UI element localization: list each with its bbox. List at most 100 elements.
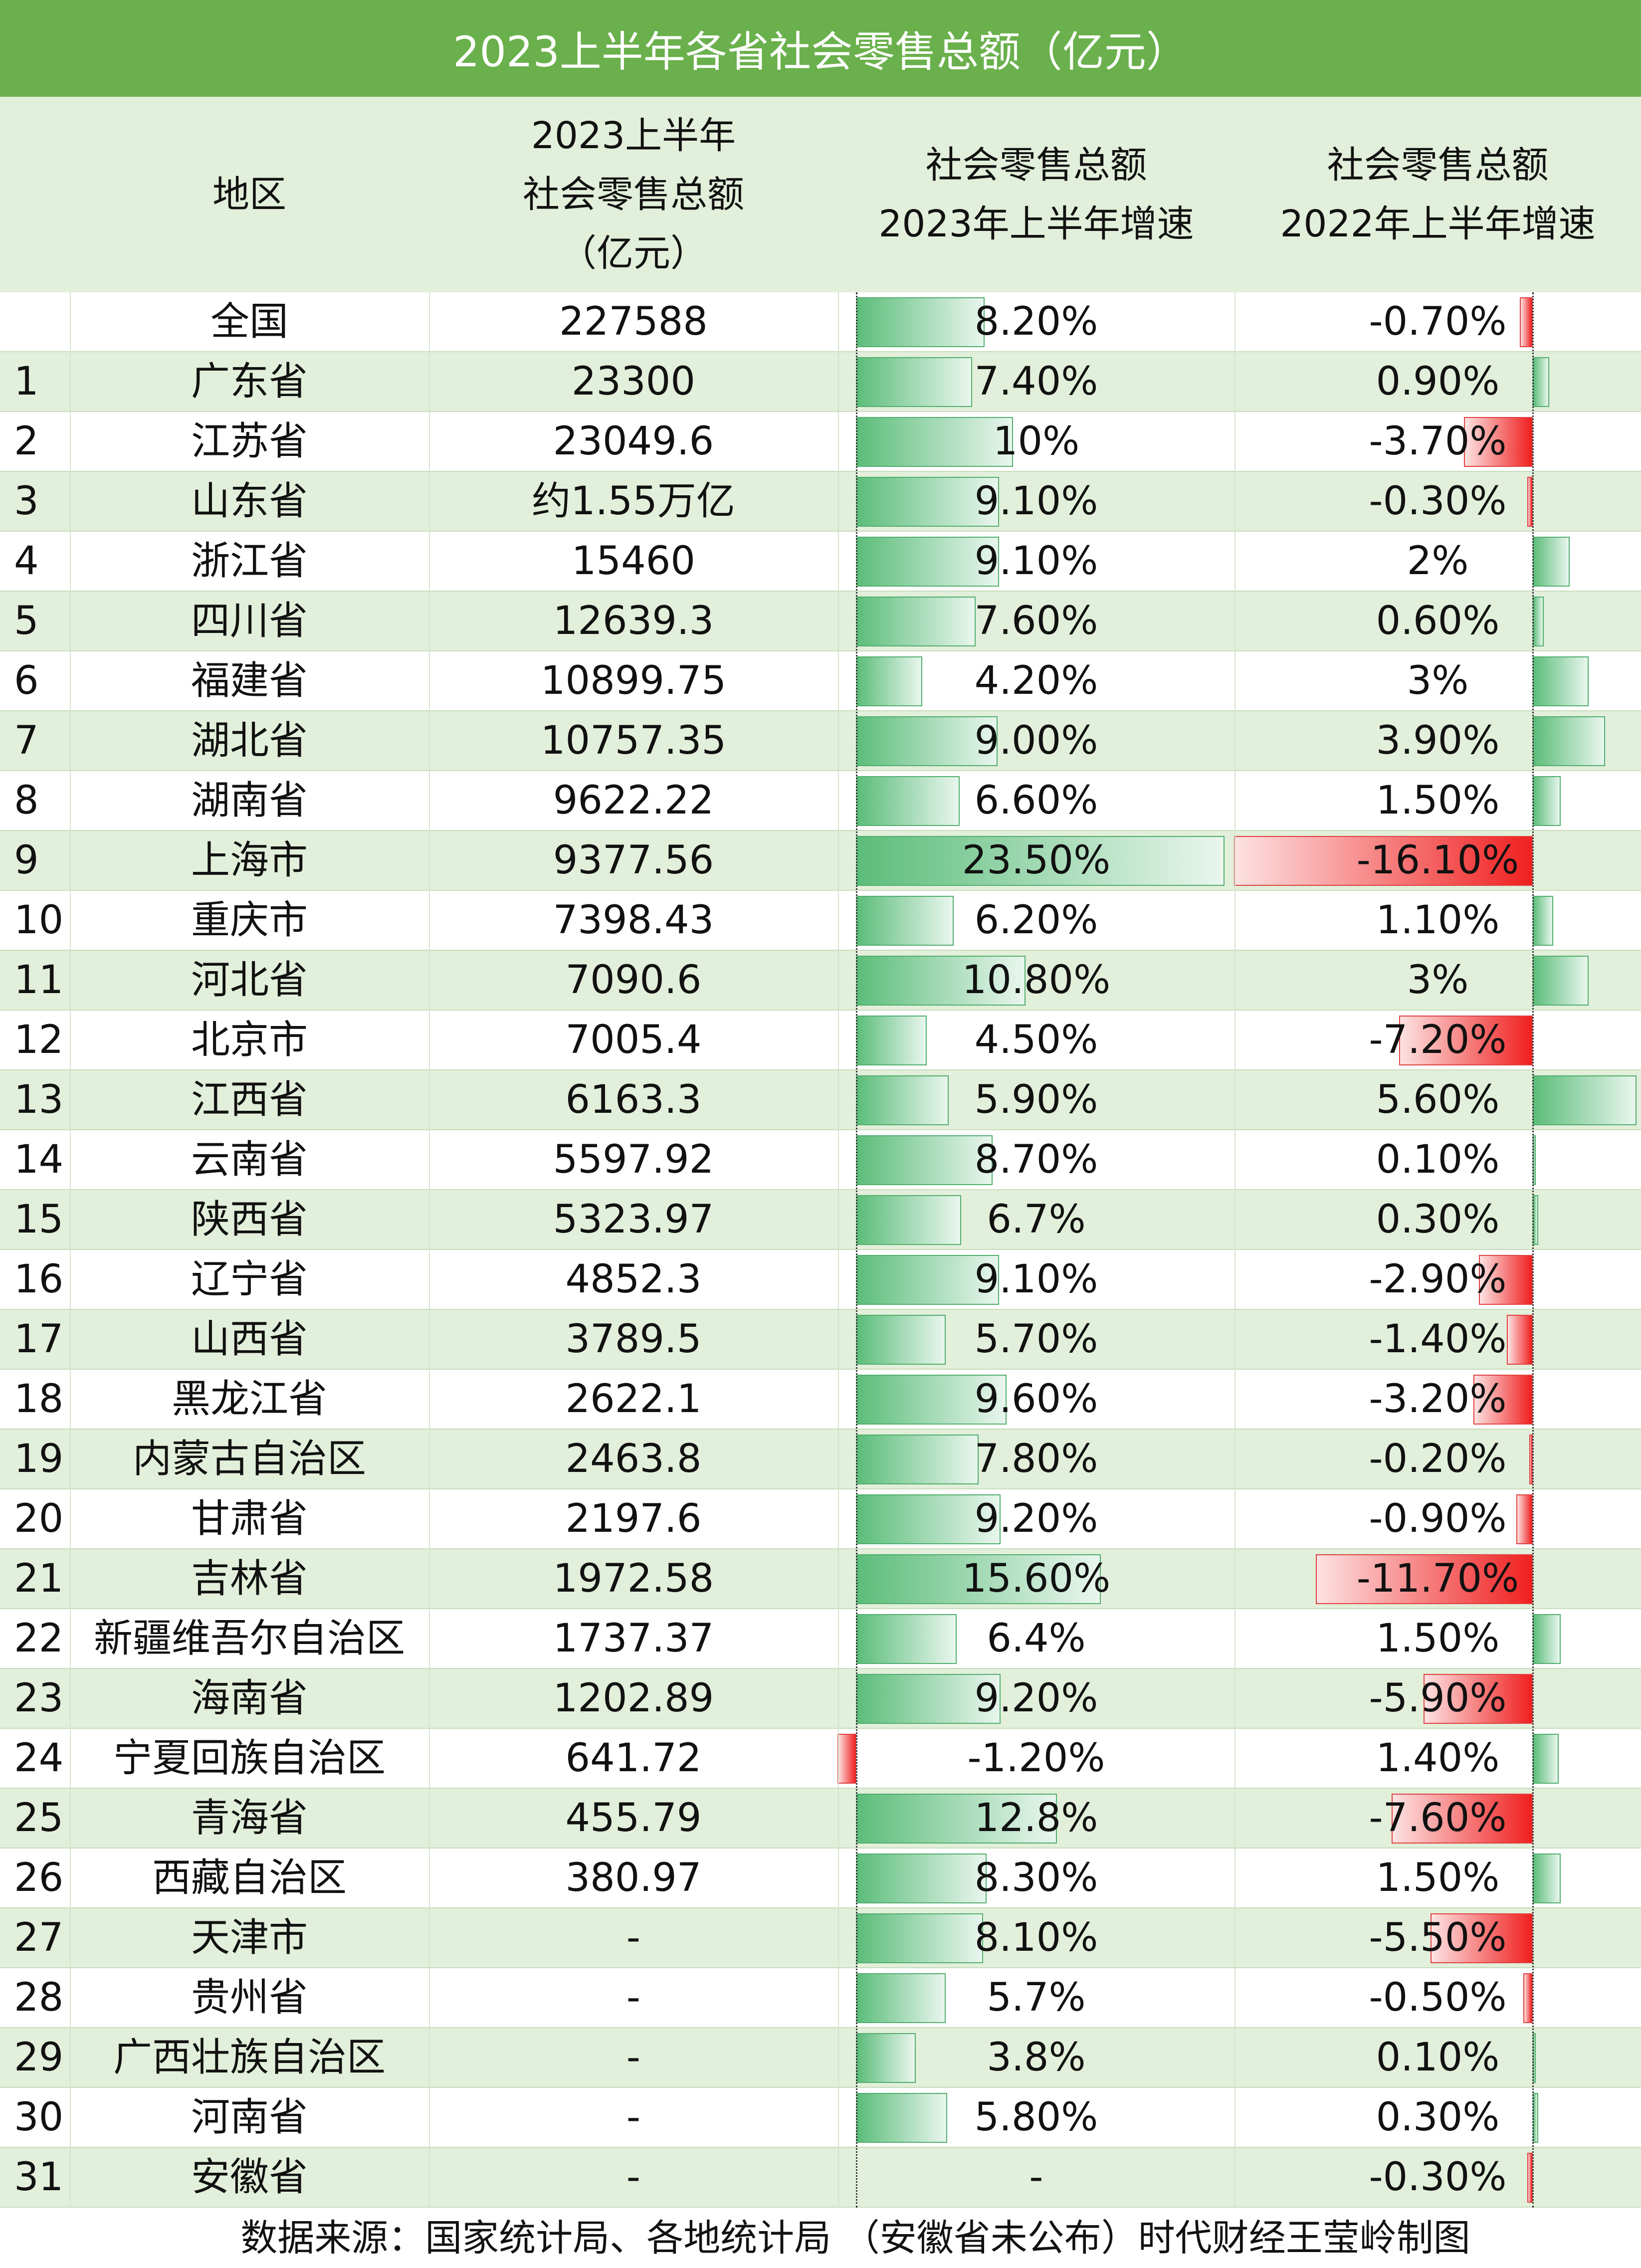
growth-2023-cell: 7.40% bbox=[974, 359, 1098, 404]
rank-cell: 20 bbox=[14, 1496, 64, 1541]
row-divider bbox=[0, 2147, 1641, 2148]
growth-2022-cell: -5.50% bbox=[1369, 1915, 1507, 1960]
growth-2022-cell: -0.70% bbox=[1369, 299, 1507, 344]
growth-2023-cell: 6.20% bbox=[974, 898, 1098, 943]
region-cell: 天津市 bbox=[191, 1915, 308, 1960]
sales-cell: 380.97 bbox=[565, 1856, 702, 1900]
growth-2023-bar bbox=[856, 1854, 987, 1903]
rank-cell: 17 bbox=[14, 1317, 64, 1362]
table-row: 5 四川省 12639.3 7.60% 0.60% bbox=[0, 592, 1641, 651]
row-divider bbox=[0, 1129, 1641, 1130]
rank-cell: 13 bbox=[14, 1077, 64, 1122]
table-row: 2 江苏省 23049.6 10% -3.70% bbox=[0, 412, 1641, 472]
table-row: 18 黑龙江省 2622.1 9.60% -3.20% bbox=[0, 1370, 1641, 1430]
table-row: 30 河南省 - 5.80% 0.30% bbox=[0, 2088, 1641, 2148]
growth-2023-cell: 9.20% bbox=[974, 1496, 1098, 1541]
sales-cell: 455.79 bbox=[565, 1796, 702, 1841]
region-cell: 四川省 bbox=[191, 599, 308, 643]
growth-2022-bar bbox=[1533, 716, 1606, 766]
rank-cell: 9 bbox=[14, 838, 39, 883]
growth-2023-cell: 4.20% bbox=[974, 658, 1098, 703]
rank-cell: 16 bbox=[14, 1257, 64, 1302]
row-divider bbox=[0, 2087, 1641, 2088]
table-row: 10 重庆市 7398.43 6.20% 1.10% bbox=[0, 891, 1641, 951]
row-divider bbox=[0, 890, 1641, 891]
row-divider bbox=[0, 1788, 1641, 1789]
growth-2023-bar bbox=[856, 836, 1225, 886]
growth-2022-bar bbox=[1527, 2153, 1533, 2203]
region-cell: 海南省 bbox=[191, 1676, 308, 1721]
row-divider bbox=[0, 1668, 1641, 1669]
header-region-label: 地区 bbox=[212, 173, 286, 216]
rank-cell: 10 bbox=[14, 898, 64, 943]
sales-cell: 12639.3 bbox=[553, 599, 714, 643]
growth-2022-cell: -0.90% bbox=[1369, 1496, 1507, 1541]
growth-2023-cell: 12.8% bbox=[974, 1796, 1098, 1841]
growth-2023-bar bbox=[856, 297, 985, 347]
growth-2023-cell: 8.20% bbox=[974, 299, 1098, 344]
sales-cell: 7398.43 bbox=[553, 898, 714, 943]
table-row: 19 内蒙古自治区 2463.8 7.80% -0.20% bbox=[0, 1430, 1641, 1489]
sales-cell: 7005.4 bbox=[565, 1018, 702, 1062]
row-divider bbox=[0, 2027, 1641, 2028]
rank-cell bbox=[0, 292, 70, 351]
sales-cell: - bbox=[626, 1975, 641, 2020]
growth-2023-cell: 10.80% bbox=[962, 958, 1111, 1003]
header-growth-2022-line2: 2022年上半年增速 bbox=[1280, 203, 1596, 245]
column-divider bbox=[838, 292, 839, 2208]
growth-2023-cell: 8.10% bbox=[974, 1915, 1098, 1960]
sales-cell: 1972.58 bbox=[553, 1556, 714, 1601]
rank-cell: 12 bbox=[14, 1018, 64, 1062]
region-cell: 河南省 bbox=[191, 2095, 308, 2140]
growth-2023-cell: 9.00% bbox=[974, 718, 1098, 763]
growth-2022-cell: 0.10% bbox=[1376, 1137, 1500, 1182]
row-divider bbox=[0, 1069, 1641, 1070]
sales-cell: 3789.5 bbox=[565, 1317, 702, 1362]
sales-cell: 227588 bbox=[559, 299, 708, 344]
growth-2022-cell: 0.60% bbox=[1376, 599, 1500, 643]
growth-2022-bar bbox=[1392, 1794, 1533, 1844]
growth-2022-cell: 2% bbox=[1407, 539, 1469, 584]
growth-2022-bar bbox=[1473, 1375, 1533, 1425]
growth-2023-cell: 7.60% bbox=[974, 599, 1098, 643]
row-divider bbox=[0, 1608, 1641, 1609]
rank-cell: 23 bbox=[14, 1676, 64, 1721]
sales-cell: - bbox=[626, 2155, 641, 2200]
rank-cell: 3 bbox=[14, 479, 39, 524]
row-divider bbox=[0, 1728, 1641, 1729]
table-row: 8 湖南省 9622.22 6.60% 1.50% bbox=[0, 771, 1641, 831]
sales-cell: 6163.3 bbox=[565, 1077, 702, 1122]
growth-2022-cell: 5.60% bbox=[1376, 1077, 1500, 1122]
growth-2022-bar bbox=[1527, 477, 1533, 527]
header-growth-2022-line1: 社会零售总额 bbox=[1327, 144, 1549, 187]
rank-cell: 18 bbox=[14, 1377, 64, 1422]
rank-cell: 5 bbox=[14, 599, 39, 643]
growth-2023-cell: 5.7% bbox=[987, 1975, 1086, 2020]
growth-2022-cell: -16.10% bbox=[1356, 838, 1519, 883]
growth-2022-cell: -1.40% bbox=[1369, 1317, 1507, 1362]
growth-2023-cell: 9.10% bbox=[974, 1257, 1098, 1302]
growth-2023-bar bbox=[856, 1016, 927, 1065]
region-cell: 云南省 bbox=[191, 1137, 308, 1182]
rank-cell: 25 bbox=[14, 1796, 64, 1841]
sales-cell: 23300 bbox=[571, 359, 696, 404]
row-divider bbox=[0, 591, 1641, 592]
growth-2023-cell: 5.80% bbox=[974, 2095, 1098, 2140]
growth-2023-bar bbox=[856, 1135, 993, 1185]
table-row: 20 甘肃省 2197.6 9.20% -0.90% bbox=[0, 1489, 1641, 1549]
growth-2022-cell: 0.30% bbox=[1376, 2095, 1500, 2140]
region-cell: 江西省 bbox=[191, 1077, 308, 1122]
growth-2022-cell: 1.50% bbox=[1376, 778, 1500, 823]
growth-2022-cell: -5.90% bbox=[1369, 1676, 1507, 1721]
growth-2022-cell: -0.50% bbox=[1369, 1975, 1507, 2020]
growth-2022-bar bbox=[1533, 1614, 1561, 1664]
row-divider bbox=[0, 1249, 1641, 1250]
growth-2023-bar bbox=[856, 656, 922, 706]
growth-2022-bar bbox=[1234, 836, 1533, 886]
row-divider bbox=[0, 830, 1641, 831]
sales-cell: 2622.1 bbox=[565, 1377, 702, 1422]
growth-2022-bar bbox=[1533, 956, 1589, 1006]
row-divider bbox=[0, 411, 1641, 412]
column-divider bbox=[1234, 292, 1235, 2208]
header-sales-line1: 2023上半年 bbox=[531, 114, 736, 157]
